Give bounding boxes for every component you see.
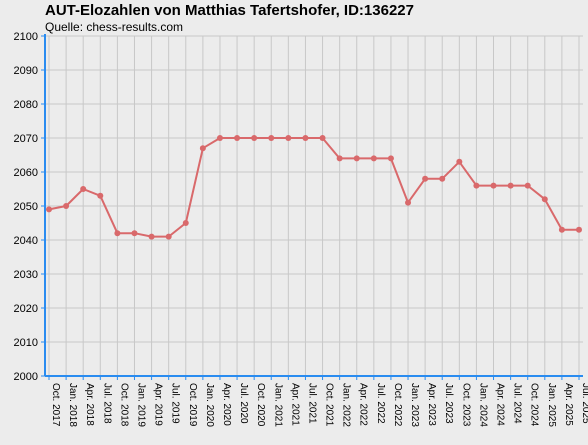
series-layer: [46, 135, 582, 240]
x-tick-label: Oct. 2024: [529, 383, 540, 427]
y-tick-label: 2060: [14, 167, 38, 179]
y-tick-label: 2080: [14, 99, 38, 111]
data-point: [80, 186, 87, 192]
y-tick-label: 2020: [14, 303, 38, 315]
x-tick-label: Oct. 2018: [118, 383, 129, 427]
x-tick-label: Jan. 2023: [409, 383, 420, 427]
x-tick-label: Jan. 2025: [546, 383, 557, 427]
x-tick-label: Jul. 2023: [443, 383, 454, 424]
x-tick-label: Oct. 2023: [460, 383, 471, 427]
x-tick-label: Apr. 2018: [84, 383, 95, 426]
data-point: [541, 196, 548, 203]
data-point: [302, 135, 309, 141]
x-tick-label: Jul. 2021: [306, 383, 317, 424]
data-point: [370, 155, 377, 162]
data-point: [97, 192, 104, 199]
data-point: [576, 226, 582, 233]
y-tick-labels: 2000 2010 2020 2030 2040 2050 2060 2070 2080 2090…: [14, 31, 38, 383]
grid-layer: [45, 35, 583, 377]
x-tick-label: Jan. 2022: [341, 383, 352, 427]
data-point: [268, 135, 275, 141]
data-point: [473, 182, 480, 189]
data-point: [199, 145, 206, 152]
data-point: [114, 230, 121, 237]
x-tick-labels: Oct. 2017 Jan. 2018 Apr. 2018 Jul. 2018 Oct.…: [50, 383, 588, 427]
y-tick-label: 2000: [14, 371, 38, 383]
data-point: [165, 233, 172, 240]
axis-layer: [41, 34, 583, 380]
y-tick-label: 2070: [14, 133, 38, 145]
chart-title: AUT-Elozahlen von Matthias Tafertshofer,…: [45, 2, 414, 19]
data-point: [234, 135, 241, 141]
x-tick-label: Jan. 2019: [135, 383, 146, 427]
y-tick-label: 2050: [14, 201, 38, 213]
data-point: [558, 226, 565, 233]
x-tick-label: Jul. 2019: [170, 383, 181, 424]
data-point: [387, 155, 394, 162]
x-tick-label: Jul. 2020: [238, 383, 249, 424]
chart-subtitle: Quelle: chess-results.com: [45, 20, 184, 34]
x-tick-label: Jul. 2025: [580, 383, 588, 424]
x-tick-label: Apr. 2020: [221, 383, 232, 426]
x-tick-label: Jan. 2020: [204, 383, 215, 427]
data-point: [319, 135, 326, 141]
x-tick-label: Oct. 2019: [187, 383, 198, 427]
y-tick-label: 2090: [14, 65, 38, 77]
data-point: [131, 230, 138, 237]
data-point: [490, 182, 497, 189]
x-tick-label: Apr. 2022: [358, 383, 369, 426]
x-tick-label: Jan. 2024: [477, 383, 488, 427]
x-tick-label: Apr. 2023: [426, 383, 437, 426]
data-point: [182, 220, 189, 226]
data-point: [405, 199, 412, 206]
y-tick-label: 2010: [14, 337, 38, 349]
data-point: [63, 203, 70, 209]
x-tick-label: Apr. 2021: [289, 383, 300, 426]
x-tick-label: Jul. 2018: [101, 383, 112, 424]
x-tick-label: Oct. 2017: [50, 383, 61, 427]
data-point: [439, 175, 446, 182]
data-point: [251, 135, 258, 141]
y-tick-label: 2100: [14, 31, 38, 43]
data-point: [422, 175, 429, 182]
y-tick-label: 2040: [14, 235, 38, 247]
data-point: [524, 182, 531, 189]
x-tick-label: Oct. 2020: [255, 383, 266, 427]
data-point: [507, 182, 514, 189]
x-tick-label: Jul. 2022: [375, 383, 386, 424]
x-tick-label: Apr. 2025: [563, 383, 574, 426]
x-tick-label: Oct. 2021: [324, 383, 335, 427]
data-point: [353, 155, 360, 162]
x-tick-label: Oct. 2022: [392, 383, 403, 427]
y-tick-label: 2030: [14, 269, 38, 281]
data-point: [148, 233, 155, 240]
data-point: [336, 155, 343, 162]
x-tick-label: Jan. 2018: [67, 383, 78, 427]
x-tick-label: Jul. 2024: [512, 383, 523, 424]
data-point: [46, 206, 52, 213]
data-point: [216, 135, 223, 141]
x-tick-label: Jan. 2021: [272, 383, 283, 427]
data-point: [285, 135, 292, 141]
x-tick-label: Apr. 2024: [495, 383, 506, 426]
data-point: [456, 158, 463, 165]
x-tick-label: Apr. 2019: [153, 383, 164, 426]
